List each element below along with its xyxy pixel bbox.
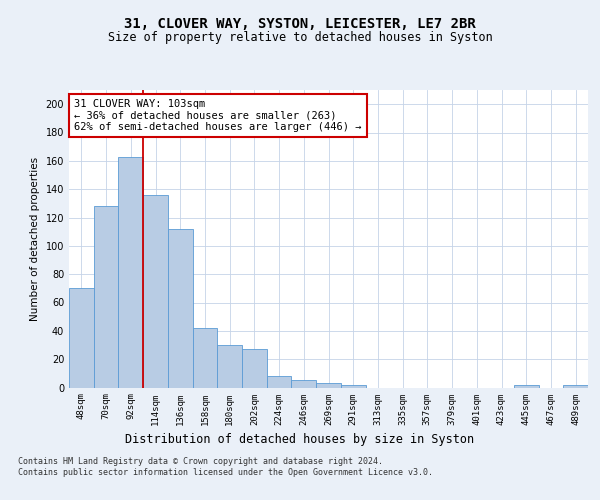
Bar xyxy=(94,206,118,388)
Bar xyxy=(143,195,168,388)
Bar xyxy=(267,376,292,388)
Text: 31, CLOVER WAY, SYSTON, LEICESTER, LE7 2BR: 31, CLOVER WAY, SYSTON, LEICESTER, LE7 2… xyxy=(124,18,476,32)
Bar xyxy=(217,345,242,388)
Bar xyxy=(168,229,193,388)
Bar xyxy=(292,380,316,388)
Bar xyxy=(563,384,588,388)
Text: Distribution of detached houses by size in Syston: Distribution of detached houses by size … xyxy=(125,432,475,446)
Bar xyxy=(242,349,267,388)
Y-axis label: Number of detached properties: Number of detached properties xyxy=(30,156,40,321)
Bar xyxy=(514,384,539,388)
Text: Size of property relative to detached houses in Syston: Size of property relative to detached ho… xyxy=(107,31,493,44)
Bar xyxy=(193,328,217,388)
Text: 31 CLOVER WAY: 103sqm
← 36% of detached houses are smaller (263)
62% of semi-det: 31 CLOVER WAY: 103sqm ← 36% of detached … xyxy=(74,99,362,132)
Text: Contains HM Land Registry data © Crown copyright and database right 2024.
Contai: Contains HM Land Registry data © Crown c… xyxy=(18,458,433,477)
Bar xyxy=(69,288,94,388)
Bar xyxy=(118,156,143,388)
Bar xyxy=(341,384,365,388)
Bar xyxy=(316,383,341,388)
